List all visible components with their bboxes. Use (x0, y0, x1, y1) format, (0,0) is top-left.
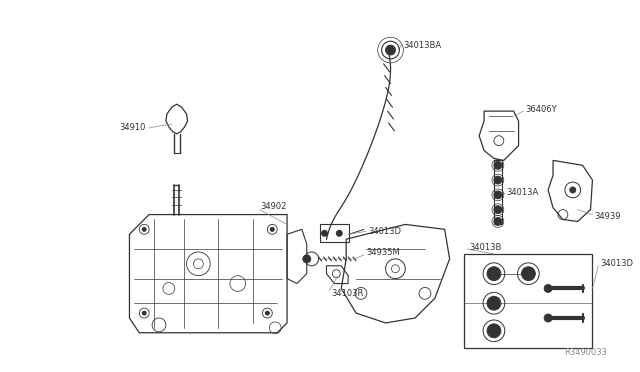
Text: 34935M: 34935M (366, 247, 399, 257)
Circle shape (337, 230, 342, 236)
Circle shape (544, 285, 552, 292)
Bar (319, 224, 349, 242)
Circle shape (321, 230, 328, 236)
Text: 34013B: 34013B (469, 243, 502, 251)
Text: 36406Y: 36406Y (525, 105, 557, 114)
Bar (465, 254, 593, 347)
Circle shape (266, 311, 269, 315)
Circle shape (487, 324, 501, 338)
Circle shape (570, 187, 576, 193)
Circle shape (142, 227, 146, 231)
Circle shape (522, 267, 535, 280)
Circle shape (494, 206, 502, 214)
Text: R3490033: R3490033 (564, 348, 607, 357)
Circle shape (544, 314, 552, 322)
Text: 34013D: 34013D (600, 259, 634, 268)
Text: 34013D: 34013D (368, 227, 401, 236)
Circle shape (494, 161, 502, 169)
Text: 34013A: 34013A (507, 188, 539, 198)
Text: 34902: 34902 (260, 202, 287, 211)
Circle shape (303, 255, 310, 263)
Text: 34103R: 34103R (332, 289, 364, 298)
Bar (494, 160, 502, 224)
Circle shape (385, 45, 396, 55)
Text: 34910: 34910 (120, 124, 146, 132)
Circle shape (487, 296, 501, 310)
Text: 34939: 34939 (595, 212, 621, 221)
Circle shape (494, 218, 502, 225)
Circle shape (142, 311, 146, 315)
Circle shape (487, 267, 501, 280)
Text: 34013BA: 34013BA (403, 41, 442, 49)
Circle shape (494, 191, 502, 199)
Circle shape (494, 176, 502, 184)
Circle shape (270, 227, 275, 231)
